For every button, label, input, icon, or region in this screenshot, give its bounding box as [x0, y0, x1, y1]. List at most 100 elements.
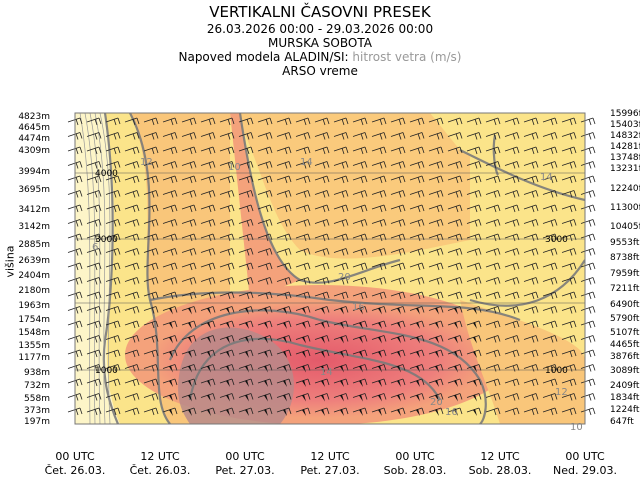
wind-barb	[143, 175, 159, 184]
wind-barb	[162, 175, 178, 184]
wind-barb	[143, 277, 159, 285]
height-line-label: 4000	[95, 169, 118, 179]
height-line-label: 3000	[95, 235, 118, 245]
wind-barb	[371, 175, 387, 184]
wind-barb	[276, 349, 292, 358]
wind-barb	[466, 393, 482, 402]
wind-barb	[409, 146, 425, 155]
wind-barb	[504, 219, 520, 227]
wind-barb	[143, 132, 159, 140]
wind-barb	[86, 291, 102, 300]
wind-barb	[162, 320, 178, 329]
wind-barb	[447, 349, 463, 358]
wind-barb	[143, 204, 159, 213]
wind-barb	[105, 291, 121, 300]
wind-barb	[105, 320, 121, 329]
wind-barb	[390, 219, 406, 227]
wind-barb	[409, 320, 425, 329]
wind-barb	[200, 219, 216, 227]
wind-barb	[390, 320, 406, 329]
wind-barb	[124, 349, 140, 358]
wind-barb	[352, 146, 368, 155]
y-right-tick-label: 14281ft	[610, 142, 640, 152]
wind-barb	[162, 117, 178, 126]
wind-barb	[67, 306, 83, 314]
wind-barb	[86, 132, 102, 140]
y-right-tick-label: 14832ft	[610, 131, 640, 141]
wind-barb	[504, 407, 520, 416]
wind-barb	[105, 117, 121, 126]
wind-barb	[105, 306, 121, 314]
isotach-line	[469, 259, 585, 307]
wind-barb	[67, 320, 83, 329]
wind-barb	[67, 248, 83, 256]
wind-barb	[314, 277, 330, 285]
y-right-tick-label: 12240ft	[610, 184, 640, 194]
wind-barb	[295, 190, 311, 198]
wind-barb	[561, 117, 577, 126]
wind-barb	[542, 335, 558, 343]
wind-barb	[561, 248, 577, 256]
y-right-tick-label: 3876ft	[610, 352, 640, 362]
wind-barb	[390, 378, 406, 387]
y-right-tick-label: 10405ft	[610, 222, 640, 232]
wind-barb	[428, 393, 444, 402]
wind-barb	[86, 117, 102, 126]
wind-barb	[162, 262, 178, 271]
wind-barb	[105, 262, 121, 271]
x-tick-label: 12 UTC Sob. 28.03.	[468, 450, 532, 477]
wind-barb	[485, 248, 501, 256]
wind-barb	[485, 262, 501, 271]
wind-barb	[238, 146, 254, 155]
wind-barb	[124, 175, 140, 184]
wind-barb	[428, 306, 444, 315]
wind-barb	[447, 291, 463, 300]
wind-barb	[333, 277, 349, 285]
wind-barb	[390, 335, 406, 344]
wind-barb	[257, 146, 273, 155]
wind-barb	[485, 146, 501, 155]
wind-barb	[181, 175, 197, 184]
wind-barb	[238, 204, 254, 213]
wind-barb	[504, 132, 520, 140]
wind-barb	[67, 407, 83, 416]
wind-barb	[409, 132, 425, 140]
wind-barb	[143, 117, 159, 126]
wind-barb	[485, 335, 501, 343]
wind-barb	[86, 262, 102, 271]
wind-barb	[561, 306, 577, 314]
wind-barb	[485, 349, 501, 358]
y-left-tick-label: 558m	[24, 394, 50, 404]
wind-barb	[390, 146, 406, 155]
wind-barb	[447, 175, 463, 184]
wind-barb	[105, 349, 121, 358]
wind-barb	[561, 175, 577, 184]
wind-barb	[371, 378, 387, 387]
wind-barb	[333, 291, 349, 300]
wind-barb	[447, 204, 463, 213]
wind-barb	[333, 306, 349, 315]
wind-barb	[162, 364, 178, 373]
wind-barb	[409, 378, 425, 387]
y-right-tick-label: 7959ft	[610, 269, 640, 279]
wind-barb	[295, 393, 311, 402]
wind-barb	[105, 407, 121, 416]
wind-barb	[428, 161, 444, 169]
x-tick-label: 00 UTC Čet. 26.03.	[44, 450, 106, 477]
wind-barb	[181, 146, 197, 155]
isotach-label: 20	[430, 397, 443, 408]
wind-barb	[143, 248, 159, 256]
wind-barb	[238, 364, 254, 373]
y-left-tick-label: 1548m	[18, 328, 50, 338]
field-upper-right	[430, 113, 585, 200]
wind-barb	[219, 262, 235, 271]
wind-barb	[371, 161, 387, 169]
wind-barb	[428, 320, 444, 329]
isotach-label: 16	[445, 407, 458, 418]
wind-barb	[580, 146, 596, 155]
wind-barb	[542, 146, 558, 155]
wind-barb	[105, 190, 121, 198]
wind-barb	[162, 219, 178, 227]
wind-barb	[238, 393, 254, 402]
chart-title: VERTIKALNI ČASOVNI PRESEK	[209, 3, 431, 21]
